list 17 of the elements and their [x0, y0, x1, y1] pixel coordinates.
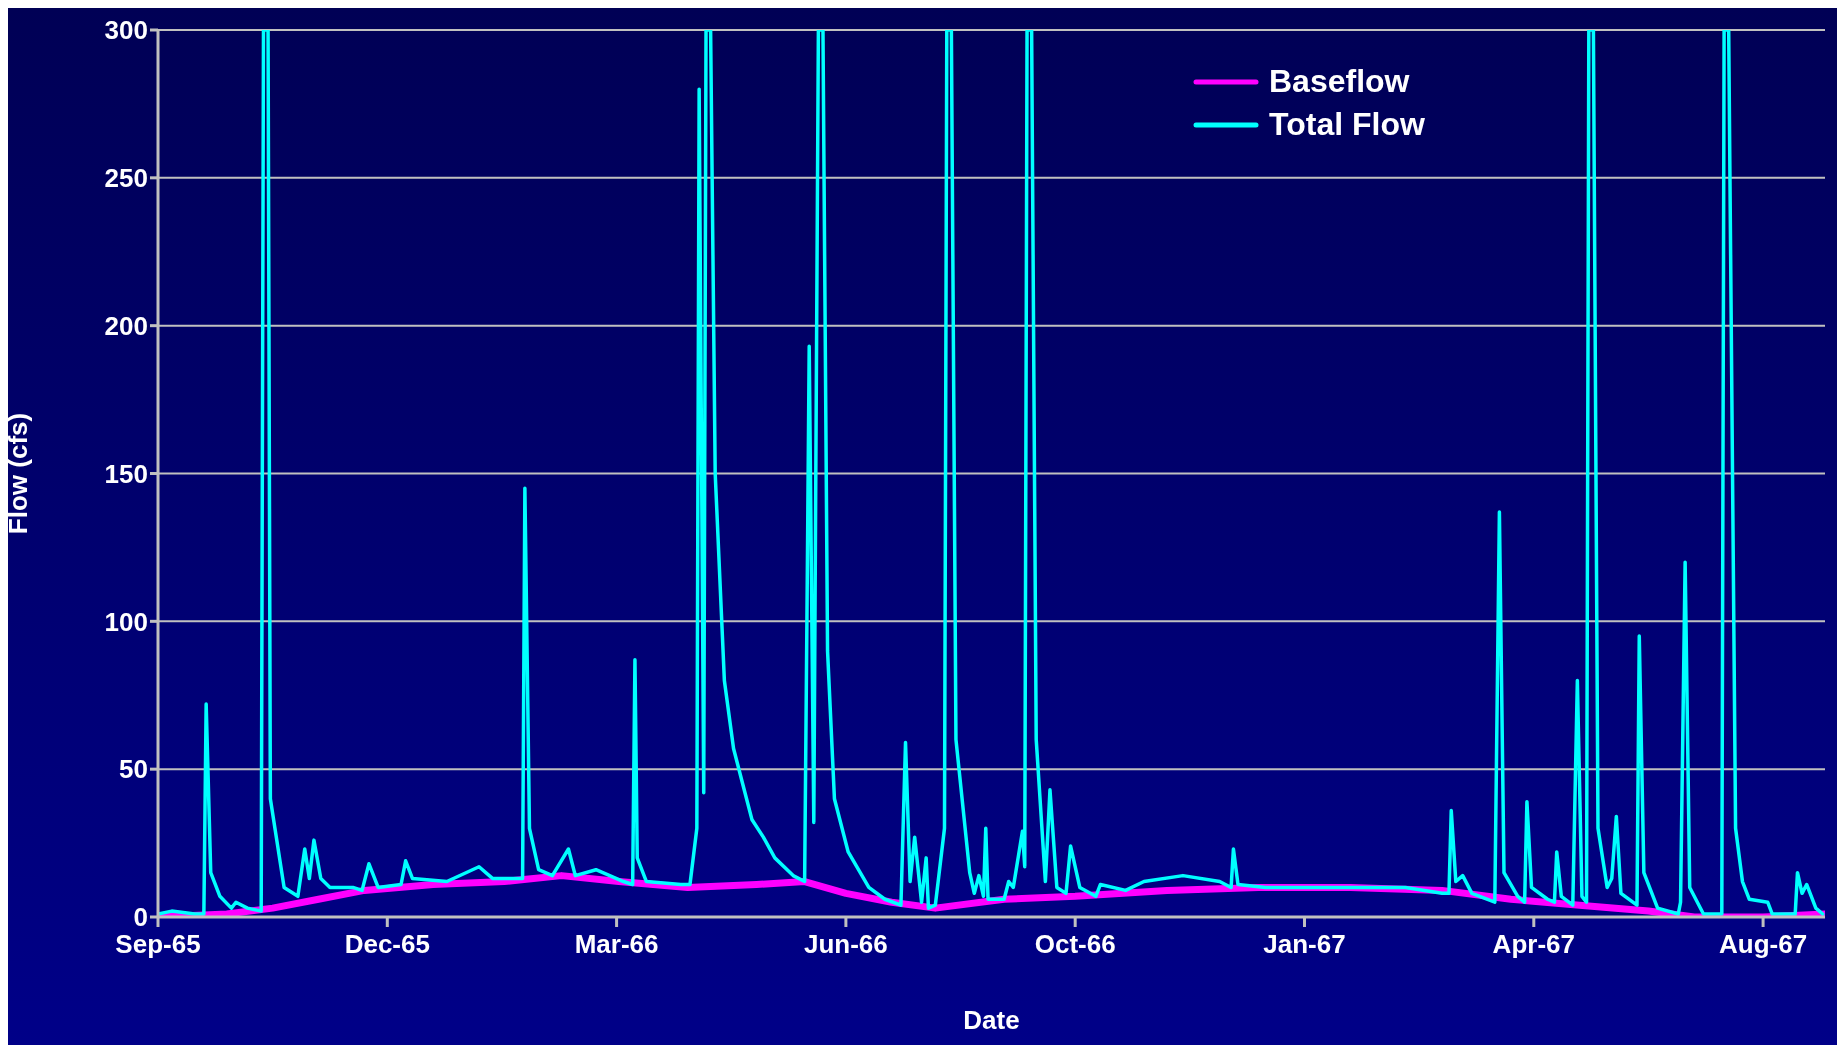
x-tick-label: Jan-67: [1263, 929, 1346, 960]
x-axis-title: Date: [963, 1005, 1020, 1035]
x-tick-label: Dec-65: [344, 929, 430, 960]
x-tick-label: Aug-67: [1719, 929, 1808, 960]
y-tick-label: 250: [104, 163, 148, 194]
y-tick-label: 150: [104, 458, 148, 489]
x-tick-label: Mar-66: [574, 929, 659, 960]
y-tick-label: 100: [104, 606, 148, 637]
legend-label: Total Flow: [1269, 106, 1425, 143]
y-axis-title: Flow (cfs): [3, 412, 34, 535]
x-tick-label: Oct-66: [1034, 929, 1116, 960]
legend-label: Baseflow: [1269, 63, 1410, 100]
x-tick-label: Jun-66: [803, 929, 888, 960]
y-tick-label: 200: [104, 310, 148, 341]
y-tick-label: 300: [104, 15, 148, 46]
x-tick-label: Apr-67: [1492, 929, 1575, 960]
y-tick-label: 50: [119, 754, 148, 785]
